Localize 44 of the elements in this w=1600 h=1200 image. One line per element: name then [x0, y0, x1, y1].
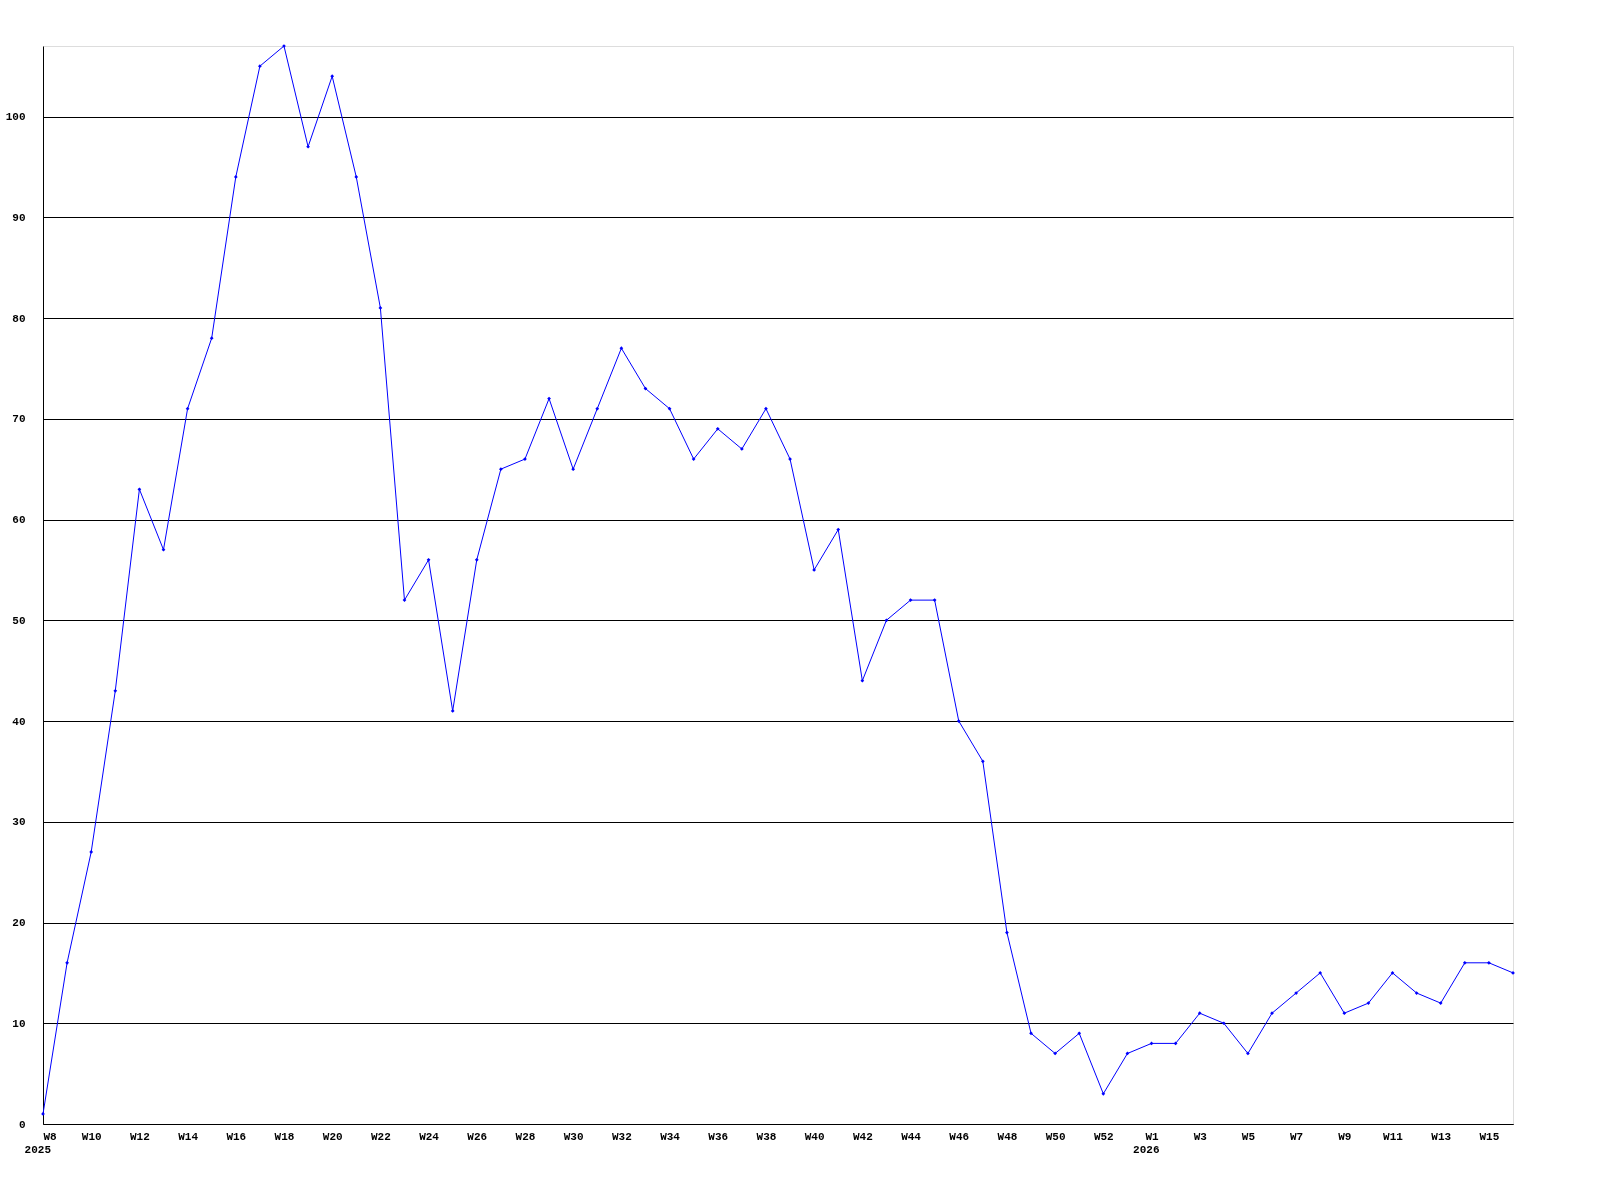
x-tick-label: W44 [901, 1130, 922, 1143]
x-tick-label: W10 [81, 1130, 102, 1143]
x-tick-label: W12 [129, 1130, 150, 1143]
x-tick-label: W26 [467, 1130, 488, 1143]
x-tick-label: W3 [1193, 1130, 1208, 1143]
x-tick-label: W11 [1383, 1130, 1404, 1143]
x-tick-label: W46 [949, 1130, 970, 1143]
y-tick-label: 60 [12, 514, 26, 527]
x-tick-label: W14 [178, 1130, 199, 1143]
x-tick-label: W8 [43, 1130, 58, 1143]
y-tick-label: 90 [12, 211, 26, 224]
x-tick-label: W36 [708, 1130, 729, 1143]
y-tick-label: 100 [5, 111, 26, 124]
x-tick-label: W52 [1093, 1130, 1114, 1143]
x-tick-label: W7 [1290, 1130, 1304, 1143]
x-tick-label: W18 [274, 1130, 295, 1143]
y-tick-label: 70 [12, 413, 26, 426]
x-tick-label: W32 [611, 1130, 632, 1143]
x-tick-label: W48 [997, 1130, 1018, 1143]
y-tick-label: 10 [12, 1017, 26, 1030]
x-tick-label: W24 [419, 1130, 440, 1143]
x-tick-label: W30 [563, 1130, 584, 1143]
x-tick-label: W9 [1338, 1130, 1352, 1143]
text: 2026 [1133, 1144, 1160, 1156]
y-tick-label: 80 [12, 312, 26, 325]
x-tick-label: W28 [515, 1130, 536, 1143]
x-tick-label: W38 [756, 1130, 777, 1143]
x-tick-label: W42 [852, 1130, 873, 1143]
x-tick-label: W20 [322, 1130, 343, 1143]
x-tick-label: W40 [804, 1130, 825, 1143]
x-tick-label: W34 [660, 1130, 681, 1143]
text: 2025 [24, 1144, 52, 1156]
x-tick-label: W22 [370, 1130, 391, 1143]
x-tick-label: W15 [1479, 1130, 1500, 1143]
x-tick-label: W16 [226, 1130, 247, 1143]
y-tick-label: 50 [12, 614, 26, 627]
x-tick-label: W13 [1431, 1130, 1452, 1143]
x-tick-label: W5 [1241, 1130, 1256, 1143]
y-tick-label: 30 [12, 816, 26, 829]
y-tick-label: 40 [12, 715, 26, 728]
y-tick-label: 20 [12, 917, 26, 929]
x-tick-label: W1 [1145, 1130, 1160, 1143]
y-tick-label: 0 [18, 1118, 26, 1131]
x-tick-label: W50 [1045, 1130, 1066, 1143]
